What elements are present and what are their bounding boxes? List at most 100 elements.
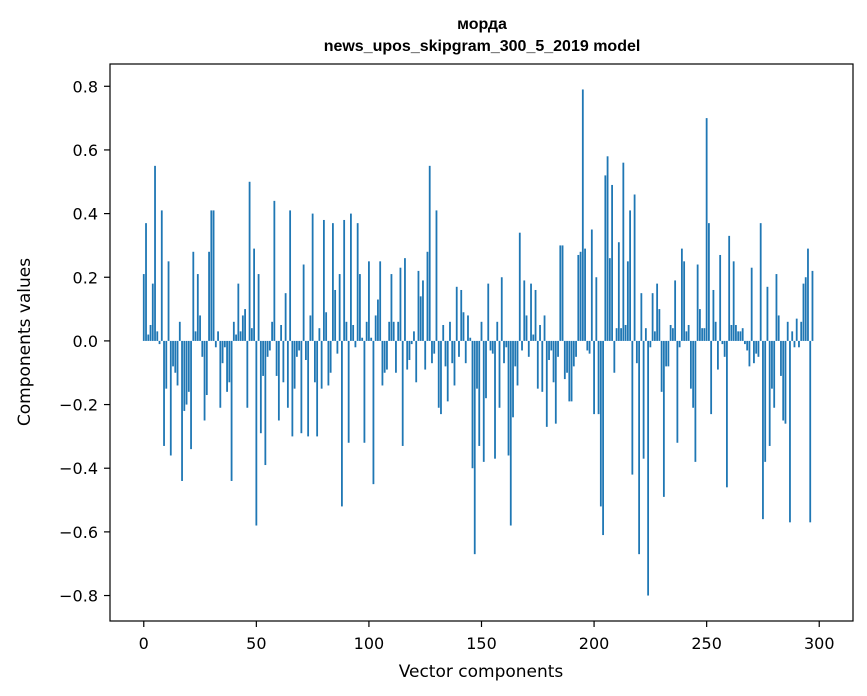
bar	[230, 340, 233, 481]
bar	[689, 340, 692, 389]
y-tick-label: 0.4	[73, 205, 98, 224]
bar	[811, 270, 814, 341]
bar	[334, 289, 337, 341]
bar	[397, 321, 400, 341]
bar	[336, 340, 339, 354]
bar	[572, 340, 575, 367]
y-tick-label: 0.8	[73, 77, 98, 96]
bar	[525, 315, 528, 341]
bar	[329, 340, 332, 373]
bar	[777, 315, 780, 341]
y-tick-label: −0.2	[59, 396, 98, 415]
bar	[665, 340, 668, 367]
bar	[505, 340, 508, 348]
bar	[737, 331, 740, 341]
bar	[167, 261, 170, 341]
bar	[239, 331, 242, 341]
bar	[352, 324, 355, 341]
bar	[604, 175, 607, 341]
bar	[705, 118, 708, 341]
bar	[194, 331, 197, 341]
y-tick-label: −0.8	[59, 587, 98, 606]
bar	[726, 340, 728, 488]
bar	[671, 328, 674, 341]
bar	[392, 321, 395, 341]
bar	[201, 340, 204, 357]
bar	[221, 340, 224, 364]
bar-series	[142, 89, 814, 596]
bar	[446, 340, 449, 402]
bar	[748, 340, 751, 367]
bar	[626, 261, 629, 341]
bar	[453, 340, 456, 386]
bar	[248, 181, 251, 341]
bar	[503, 340, 505, 364]
bar	[467, 315, 469, 341]
bar	[325, 312, 328, 341]
bar	[509, 340, 512, 526]
bar	[415, 340, 418, 383]
bar	[660, 340, 663, 392]
bar	[322, 219, 325, 341]
bar	[356, 223, 359, 341]
bar	[476, 340, 478, 389]
bar	[381, 340, 384, 386]
bar	[442, 324, 445, 341]
bar	[658, 309, 661, 341]
bar	[755, 340, 758, 354]
bar	[764, 340, 767, 462]
bar	[809, 340, 812, 523]
x-tick-label: 250	[691, 634, 722, 653]
bar	[615, 328, 618, 341]
bar	[347, 340, 350, 443]
bar	[395, 340, 397, 373]
bar	[735, 324, 737, 341]
bar	[710, 340, 713, 415]
bar	[435, 210, 438, 341]
bar	[807, 248, 809, 341]
bar	[275, 340, 278, 376]
bar	[471, 340, 474, 469]
bar	[485, 340, 487, 399]
bar	[208, 251, 210, 341]
x-tick-label: 150	[466, 634, 497, 653]
bar	[795, 318, 798, 341]
bar	[338, 274, 341, 341]
bar	[455, 286, 458, 341]
bar	[361, 337, 364, 341]
bar	[372, 340, 375, 485]
bar	[169, 340, 172, 456]
bar	[595, 277, 598, 341]
bar	[185, 340, 188, 405]
bar	[714, 321, 717, 341]
bar	[523, 280, 526, 341]
bar	[205, 340, 208, 396]
bar	[289, 210, 292, 341]
bar	[683, 261, 686, 341]
bar	[165, 340, 168, 389]
bar	[232, 321, 235, 341]
bar	[548, 340, 550, 361]
bar	[419, 296, 422, 341]
bar	[746, 340, 749, 351]
bar	[559, 245, 562, 341]
bar	[678, 340, 681, 348]
bar	[642, 340, 645, 459]
bar	[178, 321, 181, 341]
bar	[550, 340, 553, 351]
bar	[460, 289, 463, 341]
bar	[332, 223, 334, 341]
bar	[685, 331, 688, 341]
bar	[145, 223, 147, 341]
bar	[602, 340, 604, 536]
bar	[791, 331, 794, 341]
bar	[451, 340, 454, 364]
bar	[773, 340, 776, 408]
bar	[507, 340, 510, 456]
bar	[728, 235, 731, 341]
bar	[255, 340, 258, 526]
bar	[545, 340, 548, 427]
bar	[311, 213, 314, 341]
bar	[480, 321, 483, 341]
bar	[444, 340, 447, 367]
